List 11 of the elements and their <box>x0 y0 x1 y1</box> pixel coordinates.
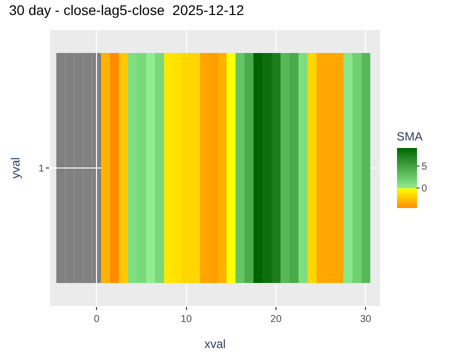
x-axis-title: xval <box>204 336 226 351</box>
color-bar-label: 5 <box>422 161 428 172</box>
color-bar-title: SMA <box>396 130 423 144</box>
x-tick-label: 10 <box>180 314 192 325</box>
x-tick-label: 0 <box>94 314 100 325</box>
y-tick-label: 1 <box>38 164 44 174</box>
x-tick-label: 20 <box>270 314 282 325</box>
x-tick-label: 30 <box>360 314 372 325</box>
y-axis-title: yval <box>8 157 23 179</box>
color-bar-label: 0 <box>422 183 428 194</box>
chart-title: 30 day - close-lag5-close 2025-12-12 <box>9 2 244 18</box>
